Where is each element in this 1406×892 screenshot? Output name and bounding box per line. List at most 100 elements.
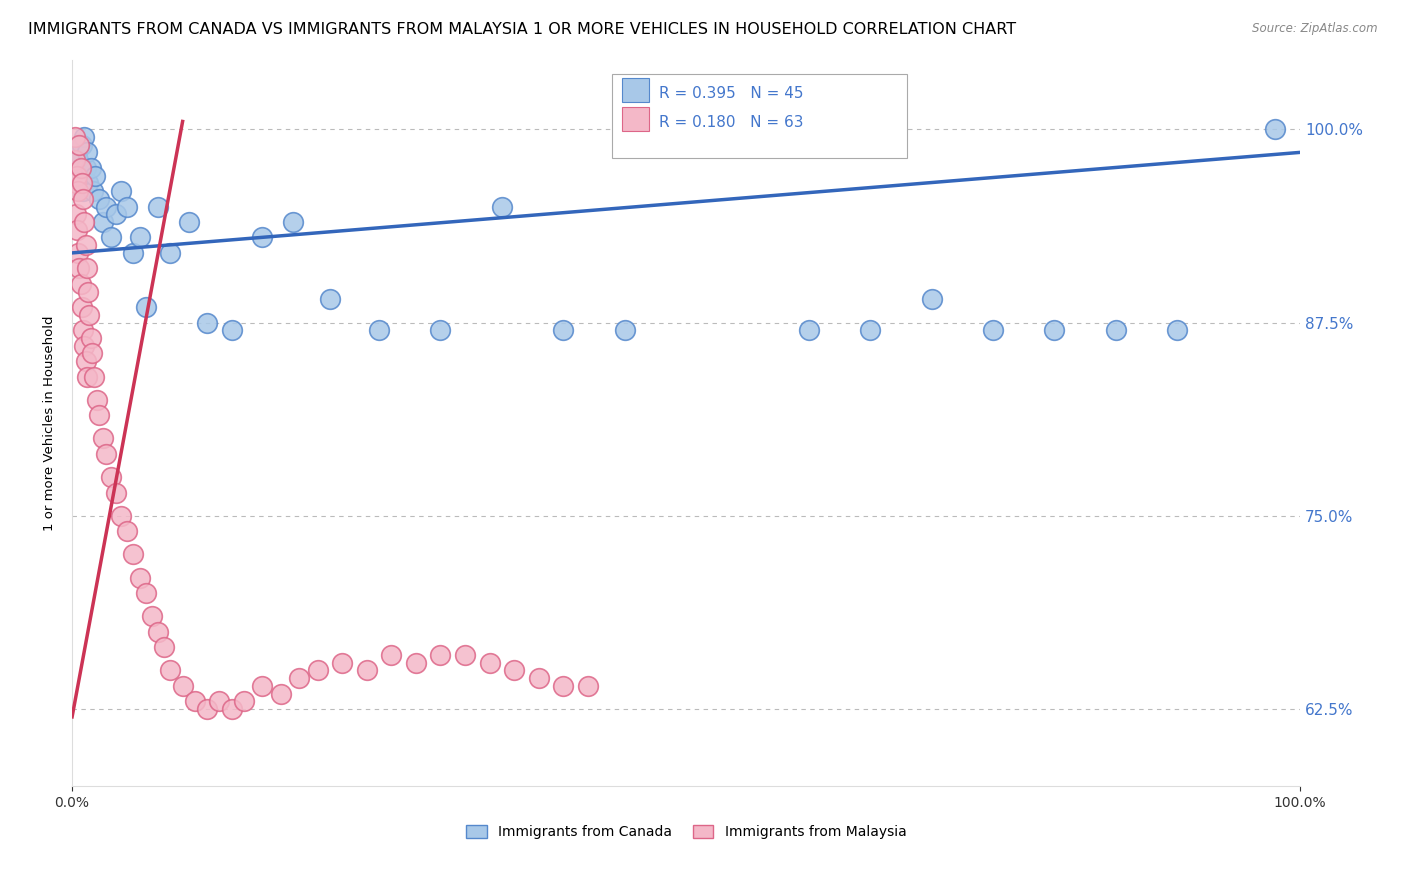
Point	[84, 169, 107, 183]
Point	[63, 130, 86, 145]
Point	[613, 323, 636, 337]
Point	[146, 624, 169, 639]
Point	[117, 524, 139, 539]
Point	[67, 184, 90, 198]
Point	[981, 323, 1004, 337]
Point	[110, 508, 132, 523]
Point	[96, 447, 118, 461]
Point	[70, 137, 93, 152]
Point	[91, 215, 114, 229]
Point	[105, 485, 128, 500]
Point	[105, 207, 128, 221]
Point	[797, 323, 820, 337]
Point	[503, 664, 526, 678]
Point	[70, 177, 93, 191]
Y-axis label: 1 or more Vehicles in Household: 1 or more Vehicles in Household	[44, 315, 56, 531]
Point	[553, 323, 575, 337]
Point	[63, 153, 86, 168]
Point	[122, 246, 145, 260]
Point	[159, 246, 181, 260]
Point	[921, 293, 943, 307]
Point	[79, 308, 101, 322]
Point	[208, 694, 231, 708]
Point	[356, 664, 378, 678]
Point	[252, 679, 274, 693]
Point	[221, 323, 243, 337]
Bar	[623, 107, 650, 131]
Point	[153, 640, 176, 655]
Point	[73, 215, 96, 229]
Point	[184, 694, 207, 708]
Point	[73, 130, 96, 145]
Point	[87, 192, 110, 206]
Point	[72, 323, 94, 337]
Point	[307, 664, 329, 678]
Point	[527, 671, 550, 685]
FancyBboxPatch shape	[613, 74, 907, 158]
Point	[553, 679, 575, 693]
Point	[491, 200, 513, 214]
Point	[122, 548, 145, 562]
Point	[69, 161, 91, 175]
Text: R = 0.180   N = 63: R = 0.180 N = 63	[659, 115, 804, 130]
Point	[77, 177, 100, 191]
Point	[128, 230, 150, 244]
Point	[69, 261, 91, 276]
Bar	[623, 78, 650, 102]
Point	[86, 392, 108, 407]
Point	[76, 369, 98, 384]
Point	[69, 177, 91, 191]
Legend: Immigrants from Canada, Immigrants from Malaysia: Immigrants from Canada, Immigrants from …	[460, 820, 912, 845]
Point	[576, 679, 599, 693]
Point	[87, 409, 110, 423]
Point	[100, 470, 122, 484]
Point	[478, 656, 501, 670]
Point	[63, 161, 86, 175]
Point	[65, 207, 87, 221]
Point	[270, 687, 292, 701]
Point	[65, 177, 87, 191]
Point	[288, 671, 311, 685]
Point	[195, 316, 218, 330]
Point	[221, 702, 243, 716]
Point	[1043, 323, 1066, 337]
Point	[66, 145, 89, 160]
Point	[76, 261, 98, 276]
Text: R = 0.395   N = 45: R = 0.395 N = 45	[659, 87, 804, 102]
Point	[75, 238, 97, 252]
Point	[177, 215, 200, 229]
Point	[405, 656, 427, 670]
Point	[96, 200, 118, 214]
Point	[75, 354, 97, 368]
Point	[429, 648, 451, 662]
Text: IMMIGRANTS FROM CANADA VS IMMIGRANTS FROM MALAYSIA 1 OR MORE VEHICLES IN HOUSEHO: IMMIGRANTS FROM CANADA VS IMMIGRANTS FRO…	[28, 22, 1017, 37]
Point	[72, 192, 94, 206]
Point	[859, 323, 882, 337]
Point	[117, 200, 139, 214]
Point	[146, 200, 169, 214]
Point	[110, 184, 132, 198]
Point	[77, 285, 100, 299]
Point	[1166, 323, 1188, 337]
Point	[281, 215, 304, 229]
Point	[1105, 323, 1128, 337]
Point	[135, 586, 157, 600]
Point	[79, 331, 101, 345]
Point	[252, 230, 274, 244]
Point	[233, 694, 256, 708]
Point	[319, 293, 342, 307]
Point	[1264, 122, 1286, 136]
Point	[66, 169, 89, 183]
Point	[73, 339, 96, 353]
Point	[76, 145, 98, 160]
Point	[67, 246, 90, 260]
Point	[454, 648, 477, 662]
Point	[83, 369, 105, 384]
Point	[172, 679, 194, 693]
Point	[91, 432, 114, 446]
Point	[159, 664, 181, 678]
Point	[67, 153, 90, 168]
Point	[75, 161, 97, 175]
Point	[66, 223, 89, 237]
Point	[100, 230, 122, 244]
